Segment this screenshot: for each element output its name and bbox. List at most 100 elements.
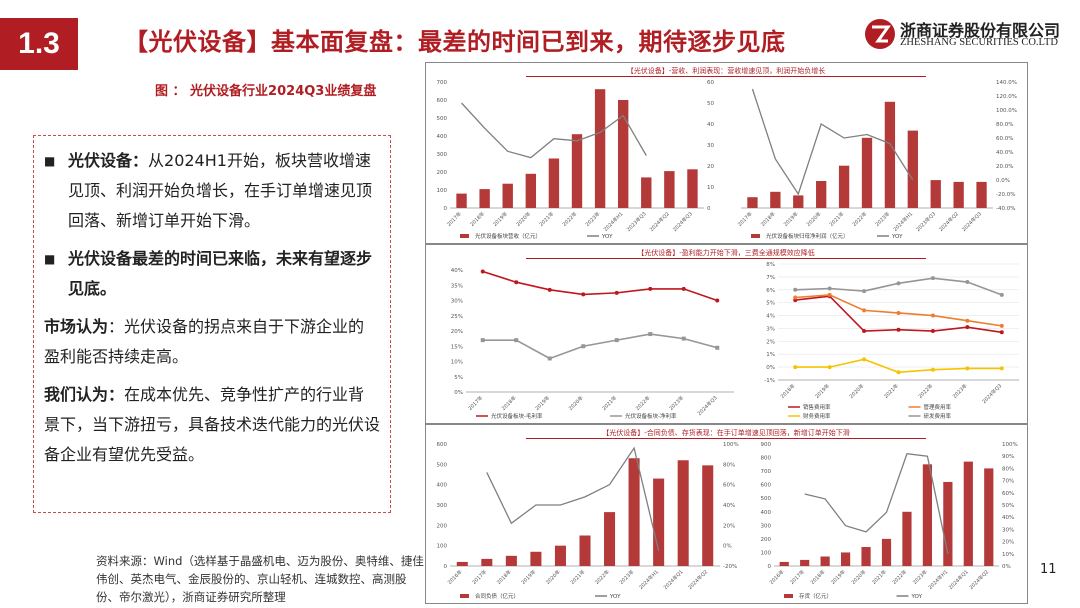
bar xyxy=(664,171,675,208)
x-tick-label: 2024年Q1 xyxy=(662,568,685,591)
x-tick-label: 2023年Q3 xyxy=(915,210,938,233)
summary-box: ■ 光伏设备：从2024H1开始，板块营收增速见顶、利润开始负增长，在手订单增速… xyxy=(33,135,391,513)
y2-tick-label: 30% xyxy=(1002,527,1014,533)
inventory-chart: 0 100 200 300 400 500 600 700 800 900 0% 10% 20% 30% 4… xyxy=(761,442,1018,600)
bar xyxy=(548,158,560,208)
y2-tick-label: 20 xyxy=(707,164,714,170)
y2-tick-label: 50 xyxy=(707,101,714,107)
y-tick-label: 100 xyxy=(437,544,448,550)
x-tick-label: 2018年 xyxy=(500,394,517,411)
y-tick-label: 100 xyxy=(437,188,448,194)
bar xyxy=(579,535,591,566)
x-tick-label: 2023年Q3 xyxy=(625,210,648,233)
bar xyxy=(456,561,468,566)
legend-label: 光伏设备板块归母净利润（亿元） xyxy=(766,232,849,240)
x-tick-label: 2019年 xyxy=(520,568,537,585)
y2-tick-label: 50% xyxy=(1002,503,1014,509)
y-tick-label: 30% xyxy=(451,299,463,305)
y-tick-label: 400 xyxy=(437,134,448,140)
y-tick-label: 700 xyxy=(437,80,448,86)
square-bullet-icon: ■ xyxy=(44,252,56,266)
legend-label: YOY xyxy=(609,594,621,600)
x-tick-label: 2023年 xyxy=(951,382,968,399)
bullet-1-heading: 光伏设备： xyxy=(68,151,149,170)
legend-label: 存货（亿元） xyxy=(799,592,832,600)
legend-label: YOY xyxy=(891,234,903,240)
revenue-chart: 0 100 200 300 400 500 600 700 0 10 20 30 40 50 60 2017年… xyxy=(437,80,715,240)
y-tick-label: 0% xyxy=(454,390,463,396)
y2-tick-label: 80% xyxy=(723,462,735,468)
x-tick-label: 2018年 xyxy=(809,568,826,585)
x-tick-label: 2020年 xyxy=(848,382,865,399)
bar xyxy=(800,559,810,566)
bar xyxy=(530,551,542,566)
figure-caption: 图 ： 光伏设备行业2024Q3业绩复盘 xyxy=(155,84,377,99)
bar xyxy=(820,556,830,566)
x-tick-label: 2017年 xyxy=(471,568,488,585)
bar xyxy=(953,181,964,208)
legend-label: 管理费用率 xyxy=(924,403,952,411)
x-tick-label: 2024年H1 xyxy=(892,210,914,232)
x-tick-label: 2022年 xyxy=(851,210,868,227)
bar xyxy=(502,183,513,208)
y-tick-label: 1% xyxy=(766,352,775,358)
panel-top-title: 【光伏设备】-营收、利润表现：营收增速见顶，利润开始负增长 xyxy=(526,66,926,77)
legend-label: 光伏设备板块营收（亿元） xyxy=(475,232,541,240)
y2-tick-label: 100.0% xyxy=(996,108,1017,114)
series-line xyxy=(795,277,1003,296)
x-tick-label: 2022年 xyxy=(891,568,908,585)
y2-tick-label: 20% xyxy=(1002,540,1014,546)
section-badge: 1.3 xyxy=(0,18,78,70)
y2-tick-label: 10% xyxy=(1002,552,1014,558)
x-tick-label: 2024年Q3 xyxy=(981,382,1004,405)
y-tick-label: 6% xyxy=(766,288,775,294)
bar xyxy=(702,465,714,566)
bullet-2: ■ 光伏设备最差的时间已来临，未来有望逐步见底。 xyxy=(44,244,380,304)
y-tick-label: 5% xyxy=(454,375,463,381)
y-tick-label: 0 xyxy=(444,206,448,212)
panel-top: 【光伏设备】-营收、利润表现：营收增速见顶，利润开始负增长 0 100 200 300… xyxy=(425,62,1028,244)
y-tick-label: 0 xyxy=(768,564,772,570)
bar xyxy=(604,512,616,566)
bar xyxy=(481,558,493,566)
market-view-text: ：光伏设备的拐点来自于下游企业的盈利能否持续走高。 xyxy=(44,317,365,366)
x-tick-label: 2022年 xyxy=(634,394,651,411)
x-tick-label: 2021年 xyxy=(538,210,555,227)
y2-tick-label: -20% xyxy=(723,564,737,570)
bar xyxy=(984,468,994,566)
bar xyxy=(907,130,918,208)
market-view: 市场认为：光伏设备的拐点来自于下游企业的盈利能否持续走高。 xyxy=(44,312,380,372)
bar xyxy=(861,137,873,208)
y-tick-label: 100 xyxy=(761,550,772,556)
y-tick-label: 20% xyxy=(451,329,463,335)
y-tick-label: 600 xyxy=(437,442,448,448)
legend-label: 合同负债（亿元） xyxy=(475,592,519,600)
x-tick-label: 2024年Q3 xyxy=(696,394,719,417)
series-line xyxy=(751,88,914,196)
x-tick-label: 2024年H1 xyxy=(927,568,949,590)
y2-tick-label: 60 xyxy=(707,80,714,86)
bullet-1: ■ 光伏设备：从2024H1开始，板块营收增速见顶、利润开始负增长，在手订单增速… xyxy=(44,146,380,236)
x-tick-label: 2020年 xyxy=(567,394,584,411)
y-tick-label: 400 xyxy=(761,510,772,516)
y-tick-label: 300 xyxy=(761,523,772,529)
x-tick-label: 2024年H1 xyxy=(602,210,624,232)
y2-tick-label: 20% xyxy=(723,523,735,529)
our-view-heading: 我们认为： xyxy=(44,385,125,404)
y-tick-label: 7% xyxy=(766,275,775,281)
x-tick-label: 2021年 xyxy=(828,210,845,227)
x-tick-label: 2024年Q3 xyxy=(960,210,983,233)
y-tick-label: 40% xyxy=(451,268,463,274)
y-tick-label: 10% xyxy=(451,360,463,366)
y-tick-label: 600 xyxy=(761,483,772,489)
bar xyxy=(963,461,973,566)
x-tick-label: 2023年 xyxy=(874,210,891,227)
series-line xyxy=(795,294,1002,327)
expense-chart: -1% 0% 1% 2% 3% 4% 5% 6% 7% 8% 2018年 2019年 2020年 2021… xyxy=(764,262,1019,420)
y2-tick-label: 90% xyxy=(1002,454,1014,460)
bar xyxy=(677,460,689,566)
bar xyxy=(930,180,941,208)
x-tick-label: 2023年 xyxy=(584,210,601,227)
bar xyxy=(641,177,652,208)
y-tick-label: 700 xyxy=(761,469,772,475)
